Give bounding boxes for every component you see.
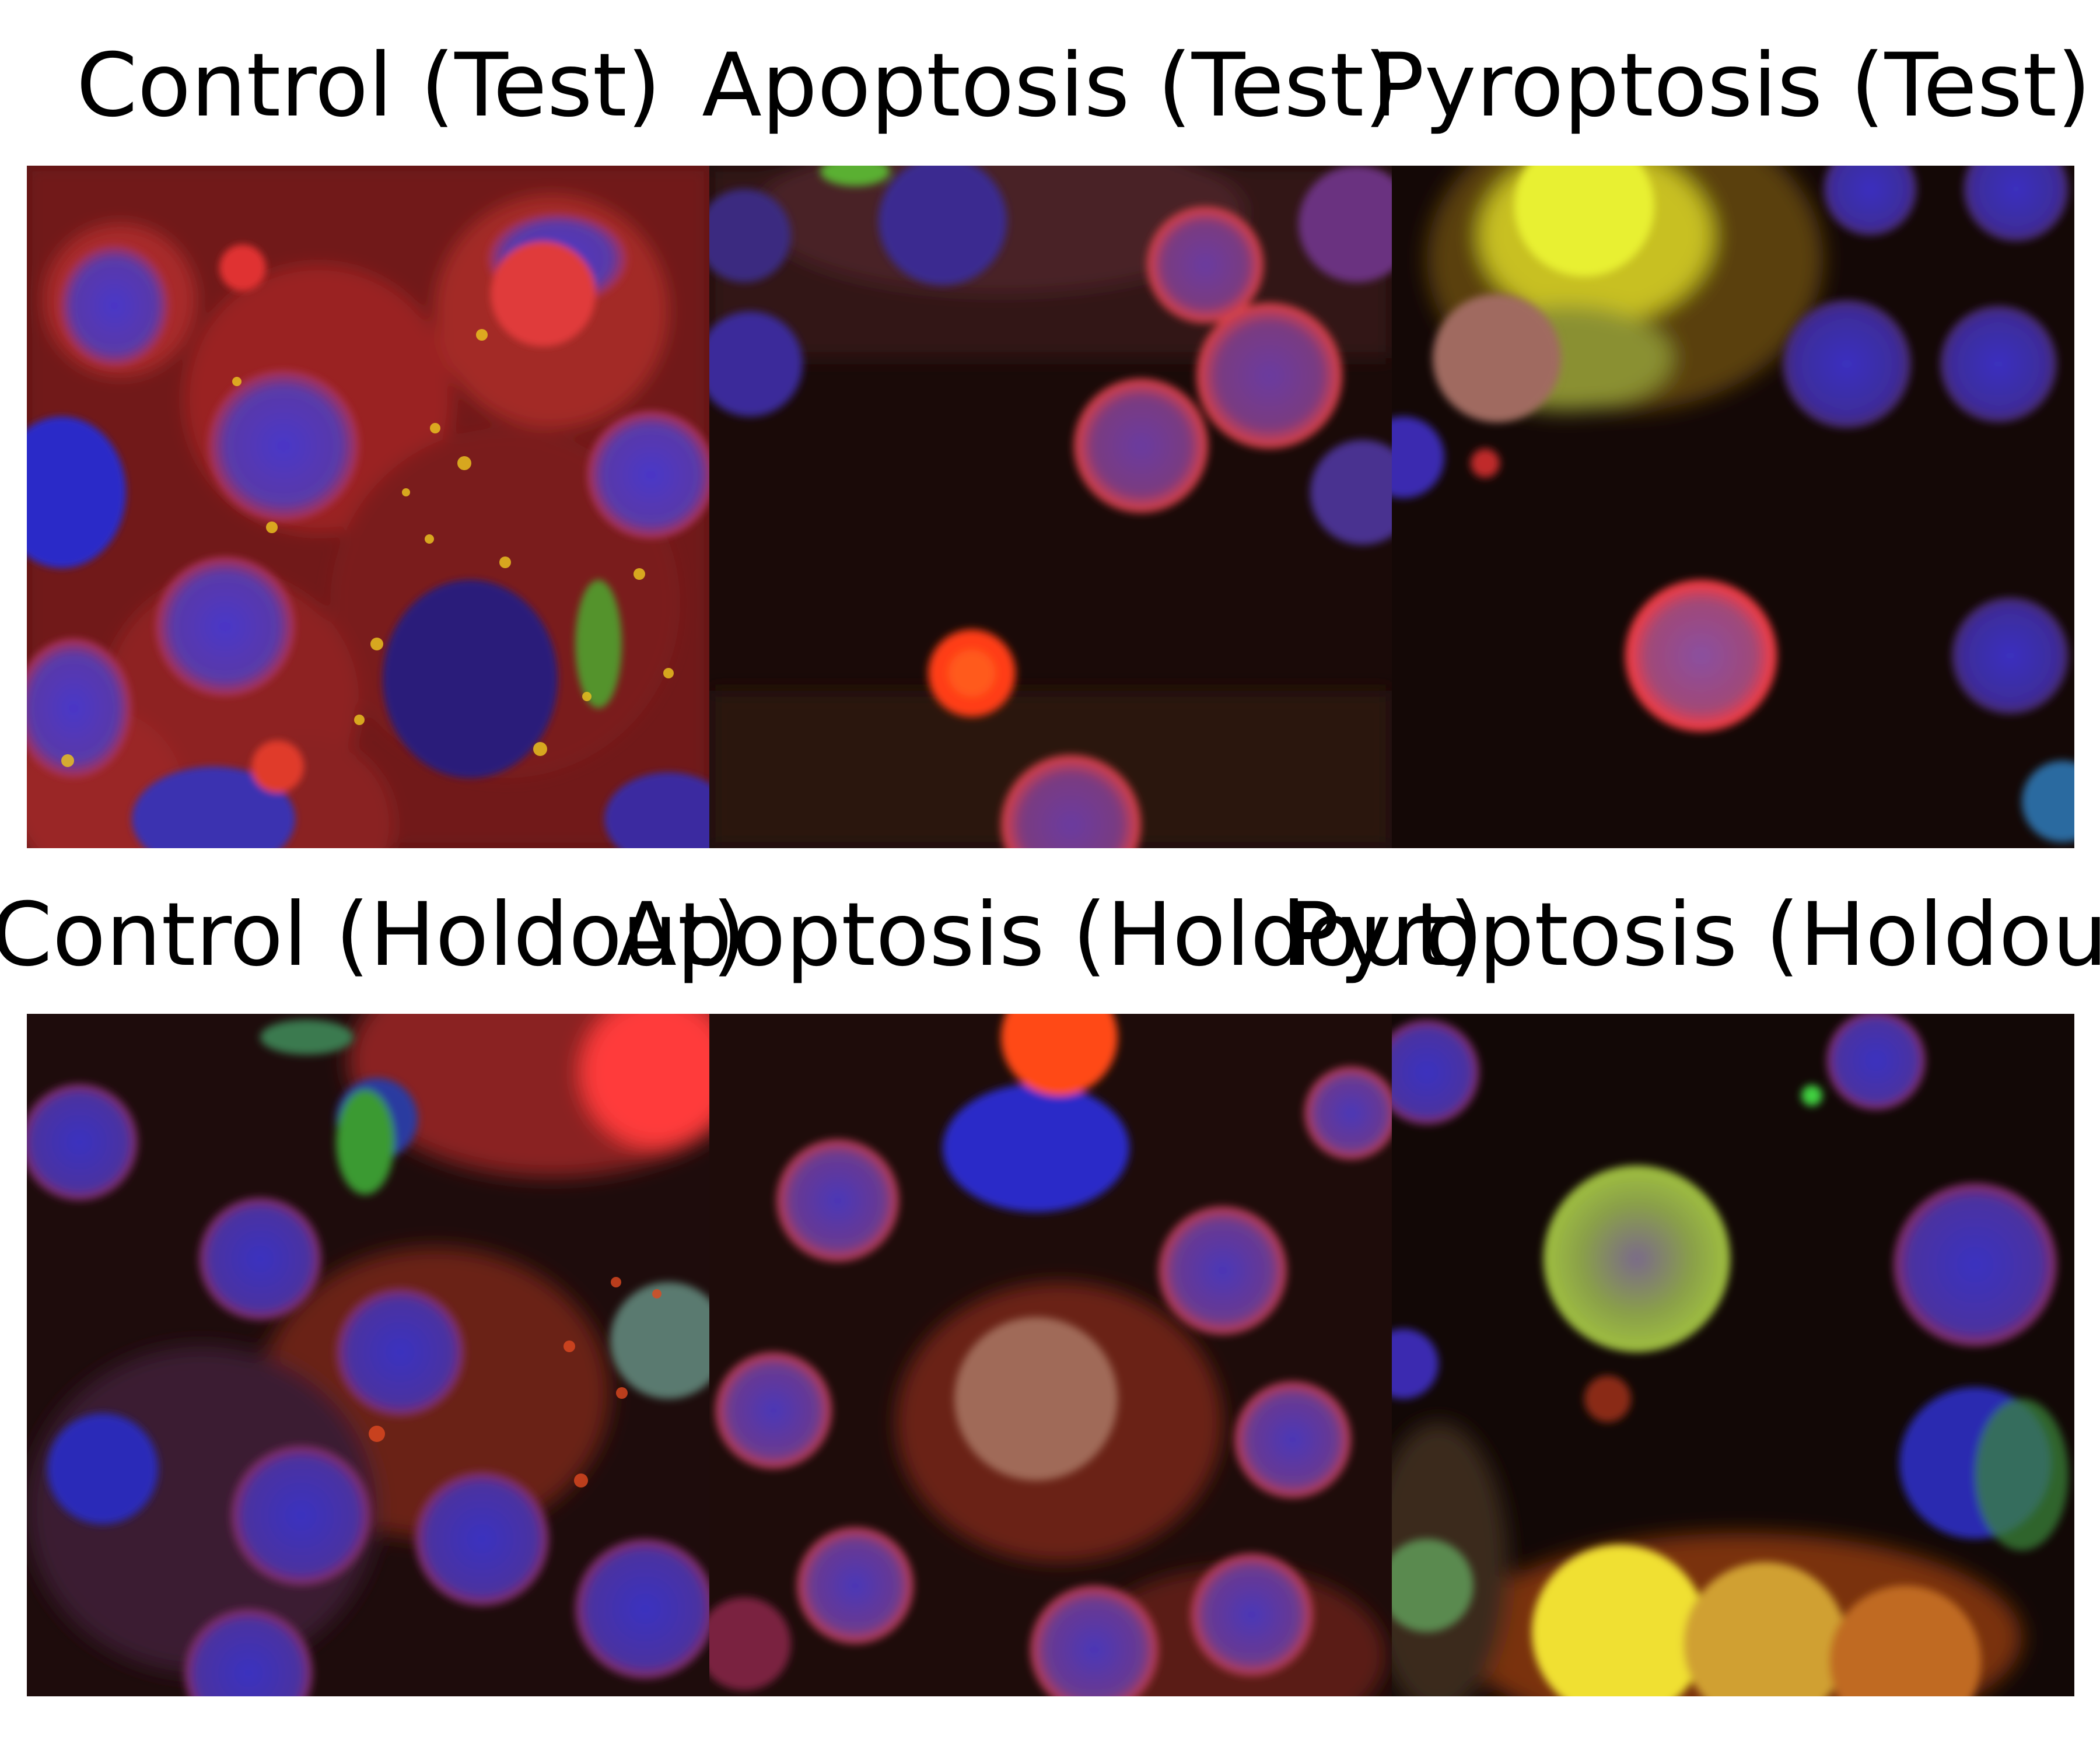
panel-title-apoptosis-holdout: Apoptosis (Holdout) [617, 884, 1483, 986]
microscopy-image-control-test [27, 166, 709, 848]
microscopy-image-apoptosis-test [709, 166, 1392, 848]
panel-title-pyroptosis-holdout: Pyroptosis (Holdout) [1286, 884, 2100, 986]
microscopy-image-apoptosis-holdout [709, 1014, 1392, 1696]
microscopy-image-control-holdout [27, 1014, 709, 1696]
microscopy-image-pyroptosis-test [1392, 166, 2074, 848]
panel-title-pyroptosis-test: Pyroptosis (Test) [1371, 35, 2091, 136]
panel-title-control-holdout: Control (Holdout) [0, 884, 747, 986]
panel-title-apoptosis-test: Apoptosis (Test) [702, 35, 1398, 136]
microscopy-image-pyroptosis-holdout [1392, 1014, 2074, 1696]
panel-title-control-test: Control (Test) [76, 35, 662, 136]
